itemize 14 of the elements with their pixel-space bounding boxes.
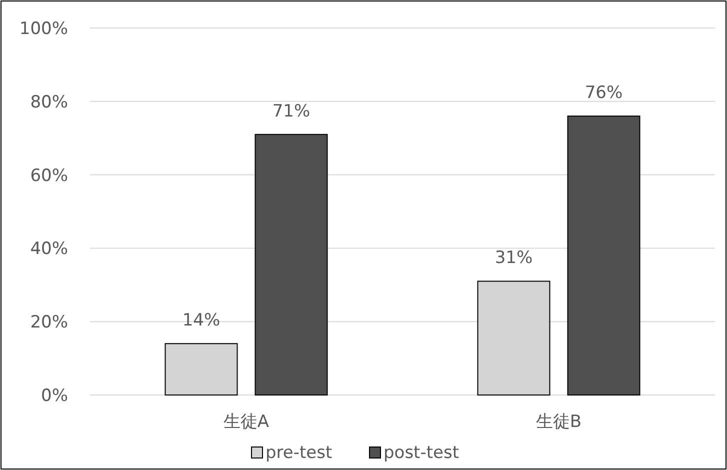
ytick: 20% (30, 312, 68, 333)
data-label: 71% (272, 101, 310, 122)
ytick: 40% (30, 239, 68, 260)
legend-label: post-test (384, 443, 459, 463)
legend-label: pre-test (266, 443, 332, 463)
ytick: 60% (30, 166, 68, 186)
ytick: 0% (41, 386, 68, 406)
ytick: 80% (30, 92, 68, 112)
xtick: 生徒A (223, 412, 270, 432)
data-label: 14% (182, 310, 220, 331)
xtick: 生徒B (536, 412, 582, 432)
data-label: 76% (584, 83, 623, 104)
data-label: 31% (494, 248, 533, 268)
ytick: 100% (19, 19, 68, 39)
